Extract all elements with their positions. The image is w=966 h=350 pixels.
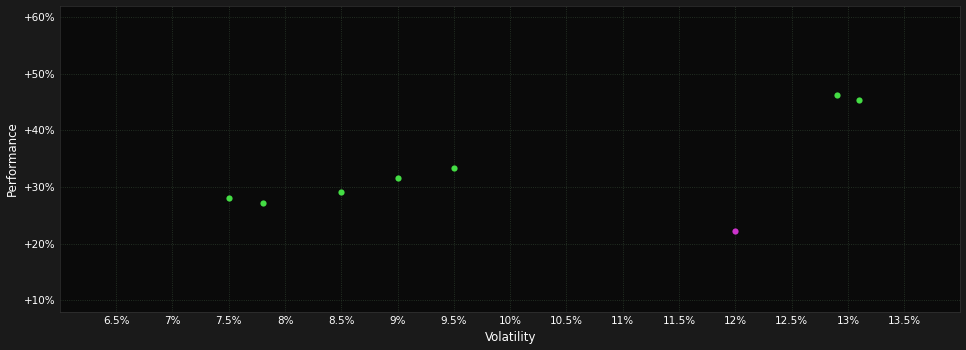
X-axis label: Volatility: Volatility xyxy=(484,331,536,344)
Point xyxy=(446,165,462,170)
Point xyxy=(255,200,270,206)
Point xyxy=(221,196,237,201)
Y-axis label: Performance: Performance xyxy=(6,121,18,196)
Point xyxy=(851,97,867,103)
Point xyxy=(390,175,406,181)
Point xyxy=(333,189,349,194)
Point xyxy=(829,92,844,98)
Point xyxy=(727,229,743,234)
